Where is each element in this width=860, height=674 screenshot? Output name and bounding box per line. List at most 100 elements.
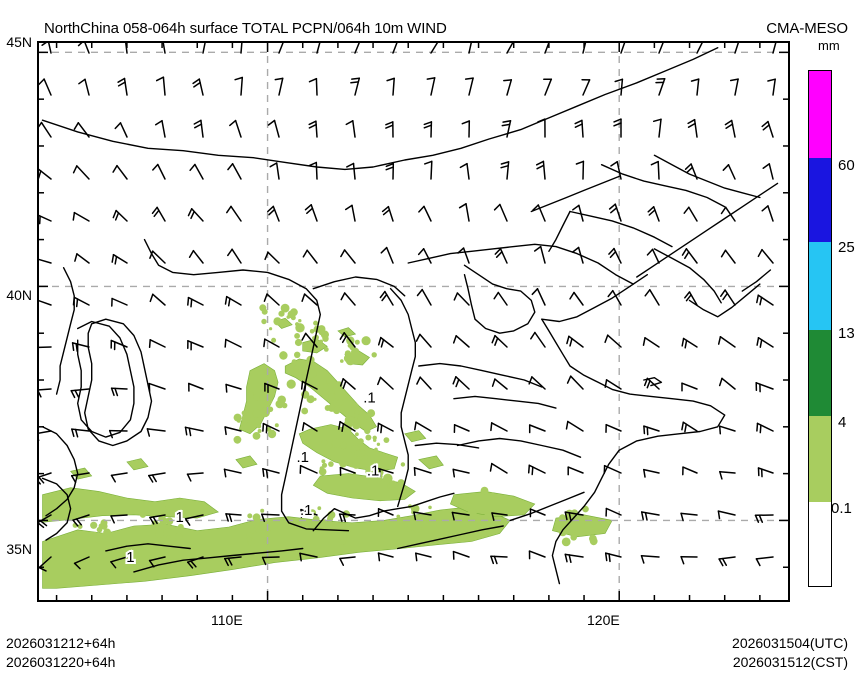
- border-line: [653, 248, 722, 304]
- wind-barb: [300, 508, 318, 518]
- wind-barb: [354, 43, 360, 54]
- wind-barb: [415, 333, 432, 348]
- wind-barb: [162, 43, 166, 54]
- precip-speckle: [321, 462, 328, 468]
- border-line: [105, 543, 191, 552]
- wind-barb: [377, 508, 394, 518]
- wind-barb: [74, 253, 90, 264]
- wind-barb: [720, 249, 736, 264]
- wind-barb: [39, 556, 52, 572]
- wind-barb: [494, 247, 508, 264]
- wind-barb: [604, 334, 622, 348]
- colorbar-tick-25: 25: [838, 239, 855, 256]
- wind-barb: [574, 119, 584, 138]
- precip-speckle: [293, 365, 300, 372]
- colorbar-tick-60: 60: [838, 157, 855, 174]
- wind-barb: [77, 43, 90, 54]
- wind-barb: [571, 246, 584, 264]
- border-line: [312, 492, 455, 532]
- wind-barb: [229, 119, 242, 138]
- wind-barb: [240, 43, 243, 54]
- wind-barb: [620, 43, 626, 54]
- wind-barb: [566, 335, 584, 348]
- wind-barb: [338, 420, 356, 432]
- wind-barb: [426, 77, 436, 96]
- precip-speckle: [95, 536, 103, 544]
- wind-barb: [605, 507, 622, 517]
- precip-speckle: [321, 459, 326, 464]
- colorbar-segment-3: [809, 330, 831, 416]
- contour-label-halo: .1: [296, 449, 309, 466]
- wind-barb: [458, 203, 470, 222]
- wind-barb: [186, 556, 204, 569]
- page-title: NorthChina 058-064h surface TOTAL PCPN/0…: [44, 20, 447, 37]
- precip-area: [404, 430, 427, 443]
- precip-area: [298, 424, 399, 472]
- precip-speckle: [252, 432, 261, 440]
- precip-speckle: [298, 319, 302, 323]
- wind-barb: [39, 346, 52, 349]
- valid-time-cst: 2026031512(CST): [732, 654, 848, 670]
- precip-speckle: [267, 406, 274, 413]
- precip-speckle: [329, 385, 334, 390]
- wind-barb: [39, 121, 52, 138]
- precip-speckle: [463, 495, 469, 502]
- wind-barb: [464, 77, 474, 96]
- wind-barb: [316, 43, 321, 54]
- wind-barb: [188, 382, 204, 392]
- wind-barb: [117, 77, 128, 96]
- wind-barb: [301, 422, 318, 432]
- colorbar-unit-label: mm: [818, 38, 840, 53]
- wind-barb: [756, 422, 774, 434]
- wind-barb: [224, 338, 242, 348]
- wind-barb: [529, 508, 546, 518]
- wind-barb: [71, 342, 90, 352]
- wind-barb: [186, 472, 204, 482]
- wind-barb: [308, 161, 318, 180]
- wind-barb: [754, 514, 774, 523]
- wind-barb: [187, 208, 204, 222]
- wind-barb: [39, 430, 52, 441]
- wind-barb: [386, 77, 395, 96]
- border-line: [77, 320, 135, 438]
- wind-barb: [681, 382, 698, 392]
- wind-barb: [644, 289, 660, 306]
- precip-speckle: [253, 394, 260, 401]
- wind-barb: [430, 43, 439, 54]
- wind-barb: [339, 466, 356, 476]
- precip-speckle: [383, 473, 393, 484]
- precip-speckle: [342, 424, 352, 434]
- wind-barb: [225, 383, 242, 393]
- precip-speckle: [337, 525, 342, 530]
- wind-barb: [338, 513, 356, 523]
- border-line: [741, 269, 772, 292]
- wind-barb: [755, 556, 774, 567]
- precip-speckle: [294, 351, 301, 358]
- precip-speckle: [468, 516, 473, 521]
- wind-barb: [41, 43, 52, 54]
- wind-barb: [452, 376, 470, 390]
- contour-label-halo: .1: [367, 462, 380, 479]
- wind-barb: [528, 376, 546, 390]
- wind-barb: [423, 160, 433, 180]
- wind-barb: [417, 248, 432, 264]
- precip-speckle: [399, 523, 405, 529]
- wind-barb: [302, 249, 318, 264]
- precip-speckle: [559, 514, 566, 521]
- precip-speckle: [574, 526, 583, 535]
- wind-barb: [489, 462, 508, 474]
- precipitation-colorbar[interactable]: [808, 70, 832, 587]
- wind-barb: [610, 160, 622, 180]
- precip-speckle: [261, 537, 266, 543]
- precip-speckle: [367, 409, 376, 418]
- wind-barb: [581, 78, 591, 96]
- wind-barb: [416, 376, 432, 390]
- wind-barb: [530, 331, 546, 348]
- precip-speckle: [261, 318, 267, 325]
- wind-barb: [493, 203, 508, 222]
- wind-barb: [189, 163, 204, 180]
- precip-speckle: [96, 526, 103, 533]
- wind-barb: [381, 205, 394, 222]
- wind-barb: [643, 425, 660, 436]
- wind-barb: [413, 467, 432, 477]
